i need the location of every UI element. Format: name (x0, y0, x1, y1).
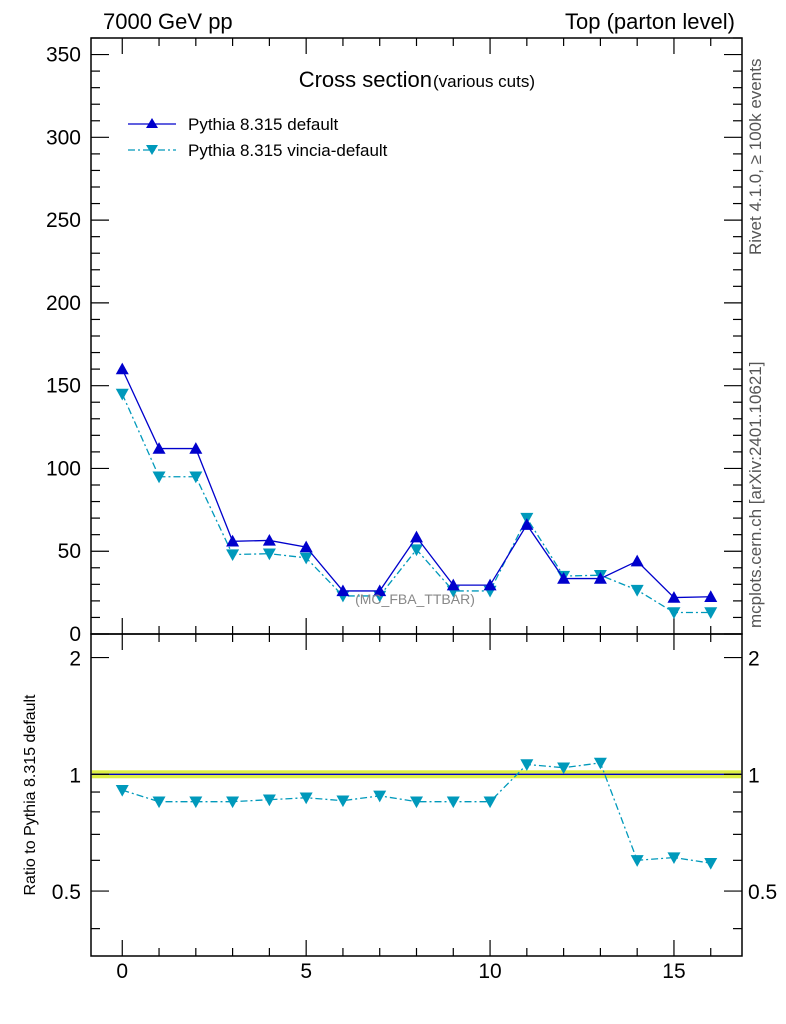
main-y-axis: 0 50 100 150 200 250 300 350 (46, 37, 742, 646)
ratio-ytick-label-right: 1 (748, 764, 760, 787)
series-default-point (704, 590, 718, 602)
header-right: Top (parton level) (565, 9, 735, 34)
series-vincia-point (189, 471, 203, 484)
legend-marker-vincia (146, 145, 158, 155)
ratio-xtick-label: 15 (662, 960, 685, 983)
ratio-vincia-point (630, 855, 644, 867)
series-default-point (336, 584, 350, 597)
main-ytick-label: 50 (58, 540, 81, 563)
ratio-vincia-point (704, 857, 718, 870)
mcplots-label: mcplots.cern.ch [arXiv:2401.10621] (746, 362, 765, 628)
ratio-xtick-label: 0 (116, 960, 128, 983)
ratio-y-axis: 0.5 0.5 1 1 2 2 (52, 648, 777, 930)
series-vincia-point (630, 584, 644, 597)
rivet-label: Rivet 4.1.0, ≥ 100k events (746, 59, 765, 255)
main-x-ticks (121, 38, 712, 634)
chart-subtitle: (various cuts) (433, 72, 535, 91)
series-default-point (262, 533, 276, 546)
main-ytick-label: 250 (46, 209, 81, 232)
ratio-y-label: Ratio to Pythia 8.315 default (22, 694, 39, 896)
series-default-point (593, 572, 607, 584)
ratio-ytick-label-left: 1 (69, 764, 81, 787)
ratio-xtick-label: 5 (300, 960, 312, 983)
ratio-vincia-point (336, 795, 350, 808)
series-vincia-point (115, 388, 129, 401)
legend-label-vincia: Pythia 8.315 vincia-default (188, 141, 388, 160)
series-vincia-point (299, 552, 313, 565)
ratio-vincia-point (226, 796, 240, 809)
ratio-vincia-point (557, 762, 571, 775)
series-default-point (299, 540, 313, 553)
analysis-annotation: (MC_FBA_TTBAR) (355, 591, 475, 607)
series-default-point (410, 530, 423, 543)
ratio-vincia-point (299, 792, 313, 805)
ratio-vincia-point (667, 852, 681, 865)
series-vincia-point (704, 607, 718, 619)
ratio-ytick-label-left: 2 (69, 648, 81, 671)
series-default-point (557, 572, 571, 584)
ratio-vincia-point (483, 796, 497, 809)
ratio-vincia-point (262, 794, 276, 807)
series-vincia-line (121, 393, 711, 614)
series-vincia-point (262, 548, 276, 561)
ratio-x-axis: 0 5 10 15 (116, 634, 712, 983)
main-ytick-label: 150 (46, 375, 81, 398)
main-ytick-label: 100 (46, 457, 81, 480)
series-default-line (121, 368, 711, 599)
legend-label-default: Pythia 8.315 default (188, 115, 339, 134)
main-ytick-label: 0 (69, 623, 81, 646)
series-default-point (152, 442, 166, 454)
ratio-ytick-label-right: 2 (748, 648, 760, 671)
ratio-plot-frame (90, 633, 743, 957)
series-default-point (520, 518, 534, 530)
series-vincia-point (667, 607, 681, 619)
series-default-point (226, 534, 240, 547)
series-default-point (630, 554, 644, 567)
main-ytick-label: 300 (46, 126, 81, 149)
series-default-point (483, 578, 497, 591)
legend-marker-default (146, 118, 158, 128)
ratio-vincia-point (373, 790, 387, 803)
series-default-point (189, 442, 203, 454)
series-default-point (667, 591, 681, 603)
ratio-vincia-point (593, 757, 607, 770)
ratio-vincia-point (520, 759, 534, 771)
ratio-vincia-point (115, 784, 129, 797)
series-default-point (446, 578, 460, 591)
ratio-plot-panel: 0.5 0.5 1 1 2 2 0 5 10 15 Ratio to Pythia 8.315 … (22, 633, 777, 983)
series-vincia-point (226, 549, 240, 562)
ratio-vincia-point (152, 796, 166, 809)
ratio-vincia-point (410, 796, 423, 809)
chart-title: Cross section (299, 67, 432, 92)
main-ytick-label: 200 (46, 292, 81, 315)
series-vincia-point (152, 471, 166, 484)
ratio-series-layer (115, 757, 718, 870)
legend: Pythia 8.315 default Pythia 8.315 vincia… (128, 115, 388, 160)
main-ytick-label: 350 (46, 44, 81, 67)
ratio-ytick-label-left: 0.5 (52, 881, 81, 904)
header-left: 7000 GeV pp (103, 9, 233, 34)
main-series-layer (115, 362, 718, 619)
ratio-xtick-label: 10 (478, 960, 501, 983)
series-default-point (373, 584, 387, 597)
main-plot-panel: 0 50 100 150 200 250 300 350 Cross section (var… (46, 37, 743, 646)
ratio-ytick-label-right: 0.5 (748, 881, 777, 904)
series-vincia-point (410, 544, 423, 557)
ratio-vincia-point (189, 796, 203, 809)
series-default-point (115, 362, 129, 375)
ratio-vincia-point (446, 796, 460, 809)
